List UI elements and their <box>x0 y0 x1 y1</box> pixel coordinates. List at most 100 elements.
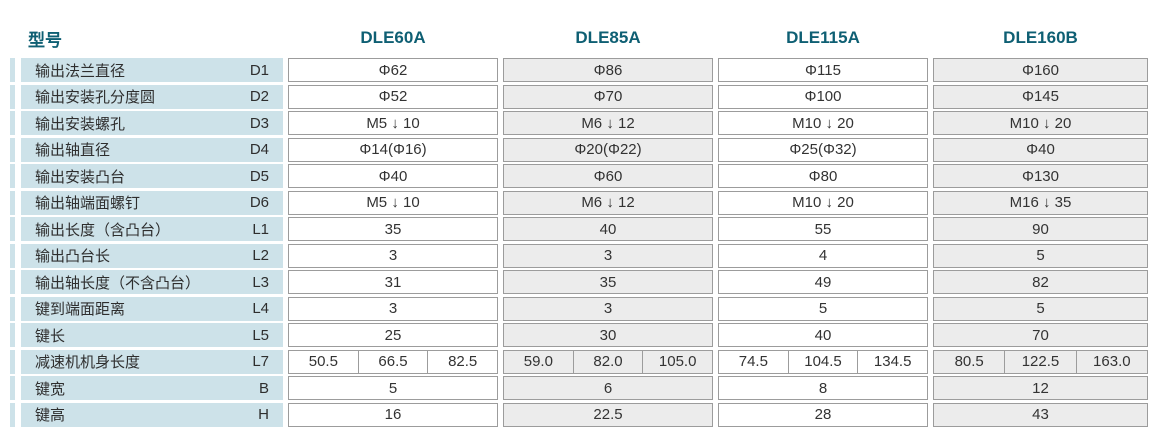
param-code: D4 <box>249 141 269 158</box>
param-label-cell: 输出法兰直径 D1 <box>21 58 283 82</box>
value-cell: 5 <box>933 296 1148 321</box>
value-cell: 80.5 122.5 163.0 <box>933 349 1148 374</box>
value-subcell: 163.0 <box>1075 350 1147 373</box>
value-cell: M6 ↓ 12 <box>503 190 713 215</box>
value-cell: 40 <box>718 323 928 347</box>
row-left-strip <box>10 349 15 374</box>
value-cell: 5 <box>933 243 1148 268</box>
value-cell: Φ40 <box>288 164 498 188</box>
value-cell: 28 <box>718 402 928 427</box>
value-cell: 70 <box>933 323 1148 347</box>
value-cell: 55 <box>718 217 928 241</box>
param-label-cell: 键高 H <box>21 402 283 427</box>
value-cell: Φ130 <box>933 164 1148 188</box>
value-cell: M10 ↓ 20 <box>718 111 928 135</box>
value-cell: Φ145 <box>933 84 1148 109</box>
param-label: 键宽 <box>35 380 66 398</box>
value-cell: 3 <box>503 296 713 321</box>
value-cell: Φ70 <box>503 84 713 109</box>
table-row: 减速机机身长度 L7 50.5 66.5 82.5 59.0 82.0 105.0 74.5 10… <box>10 349 1150 374</box>
param-label: 输出轴直径 <box>35 142 111 159</box>
value-subcell: 80.5 <box>954 353 984 370</box>
value-cell: M5 ↓ 10 <box>288 111 498 135</box>
param-code: B <box>258 379 269 397</box>
value-cell: Φ60 <box>503 164 713 188</box>
param-code: D2 <box>249 88 269 105</box>
param-label-cell: 输出安装凸台 D5 <box>21 164 283 188</box>
table-row: 输出法兰直径 D1 Φ62 Φ86 Φ115 Φ160 <box>10 58 1150 82</box>
param-label: 输出凸台长 <box>35 248 111 265</box>
row-left-strip <box>10 217 15 241</box>
param-label-cell: 键到端面距离 L4 <box>21 296 283 321</box>
param-label: 键到端面距离 <box>35 301 126 318</box>
param-label-cell: 输出安装孔分度圆 D2 <box>21 84 283 109</box>
param-label: 输出长度（含凸台） <box>35 221 171 239</box>
param-code: D5 <box>249 167 269 185</box>
value-cell: Φ80 <box>718 164 928 188</box>
value-cell: 5 <box>718 296 928 321</box>
value-cell: Φ62 <box>288 58 498 82</box>
table-row: 输出安装孔分度圆 D2 Φ52 Φ70 Φ100 Φ145 <box>10 84 1150 109</box>
value-cell: 22.5 <box>503 402 713 427</box>
value-subcell: 50.5 <box>308 353 338 370</box>
value-cell: 3 <box>288 243 498 268</box>
param-label: 输出安装螺孔 <box>35 115 126 133</box>
value-cell: 82 <box>933 270 1148 294</box>
row-left-strip <box>10 323 15 347</box>
param-code: L5 <box>252 326 269 344</box>
row-left-strip <box>10 270 15 294</box>
row-left-strip <box>10 296 15 321</box>
table-row: 输出凸台长 L2 3 3 4 5 <box>10 243 1150 268</box>
spec-table: 型号 DLE60A DLE85A DLE115A DLE160B 输出法兰直径 D… <box>10 22 1150 429</box>
param-label: 减速机机身长度 <box>35 354 141 371</box>
row-left-strip <box>10 190 15 215</box>
value-cell: 50.5 66.5 82.5 <box>288 349 498 374</box>
param-label: 键长 <box>35 327 66 345</box>
value-subcell: 82.0 <box>572 350 643 373</box>
model-header-dle85a: DLE85A <box>575 28 641 47</box>
row-left-strip <box>10 111 15 135</box>
param-label-cell: 输出凸台长 L2 <box>21 243 283 268</box>
model-header-dle60a: DLE60A <box>360 28 426 47</box>
value-cell: 4 <box>718 243 928 268</box>
table-row: 输出轴直径 D4 Φ14(Φ16) Φ20(Φ22) Φ25(Φ32) Φ40 <box>10 137 1150 162</box>
value-cell: 59.0 82.0 105.0 <box>503 349 713 374</box>
value-cell: Φ115 <box>718 58 928 82</box>
value-cell: M5 ↓ 10 <box>288 190 498 215</box>
table-row: 键长 L5 25 30 40 70 <box>10 323 1150 347</box>
param-label: 键高 <box>35 407 66 424</box>
param-label: 输出轴长度（不含凸台） <box>35 274 201 292</box>
param-code: L2 <box>252 247 269 264</box>
param-label-cell: 输出轴端面螺钉 D6 <box>21 190 283 215</box>
value-subcell: 104.5 <box>787 350 858 373</box>
param-label-cell: 输出轴长度（不含凸台） L3 <box>21 270 283 294</box>
value-cell: 5 <box>288 376 498 400</box>
table-row: 输出安装凸台 D5 Φ40 Φ60 Φ80 Φ130 <box>10 164 1150 188</box>
row-left-strip <box>10 84 15 109</box>
value-cell: Φ40 <box>933 137 1148 162</box>
param-code: L1 <box>252 220 269 238</box>
value-cell: M16 ↓ 35 <box>933 190 1148 215</box>
param-code: D3 <box>249 114 269 132</box>
table-row: 输出长度（含凸台） L1 35 40 55 90 <box>10 217 1150 241</box>
model-header-dle160b: DLE160B <box>1003 28 1078 47</box>
row-left-strip <box>10 164 15 188</box>
value-cell: 43 <box>933 402 1148 427</box>
model-header-dle115a: DLE115A <box>786 28 860 47</box>
value-cell: 12 <box>933 376 1148 400</box>
param-code: L4 <box>252 300 269 317</box>
param-label-cell: 减速机机身长度 L7 <box>21 349 283 374</box>
value-cell: 16 <box>288 402 498 427</box>
value-cell: 90 <box>933 217 1148 241</box>
row-left-strip <box>10 137 15 162</box>
param-label-cell: 输出安装螺孔 D3 <box>21 111 283 135</box>
table-row: 输出轴端面螺钉 D6 M5 ↓ 10 M6 ↓ 12 M10 ↓ 20 M16 ↓ 35 <box>10 190 1150 215</box>
value-subcell: 134.5 <box>857 350 927 373</box>
param-label: 输出安装凸台 <box>35 168 126 186</box>
value-cell: M6 ↓ 12 <box>503 111 713 135</box>
value-subcell: 105.0 <box>642 350 712 373</box>
value-cell: 74.5 104.5 134.5 <box>718 349 928 374</box>
value-cell: 35 <box>503 270 713 294</box>
value-cell: Φ160 <box>933 58 1148 82</box>
param-label: 输出法兰直径 <box>35 62 126 80</box>
